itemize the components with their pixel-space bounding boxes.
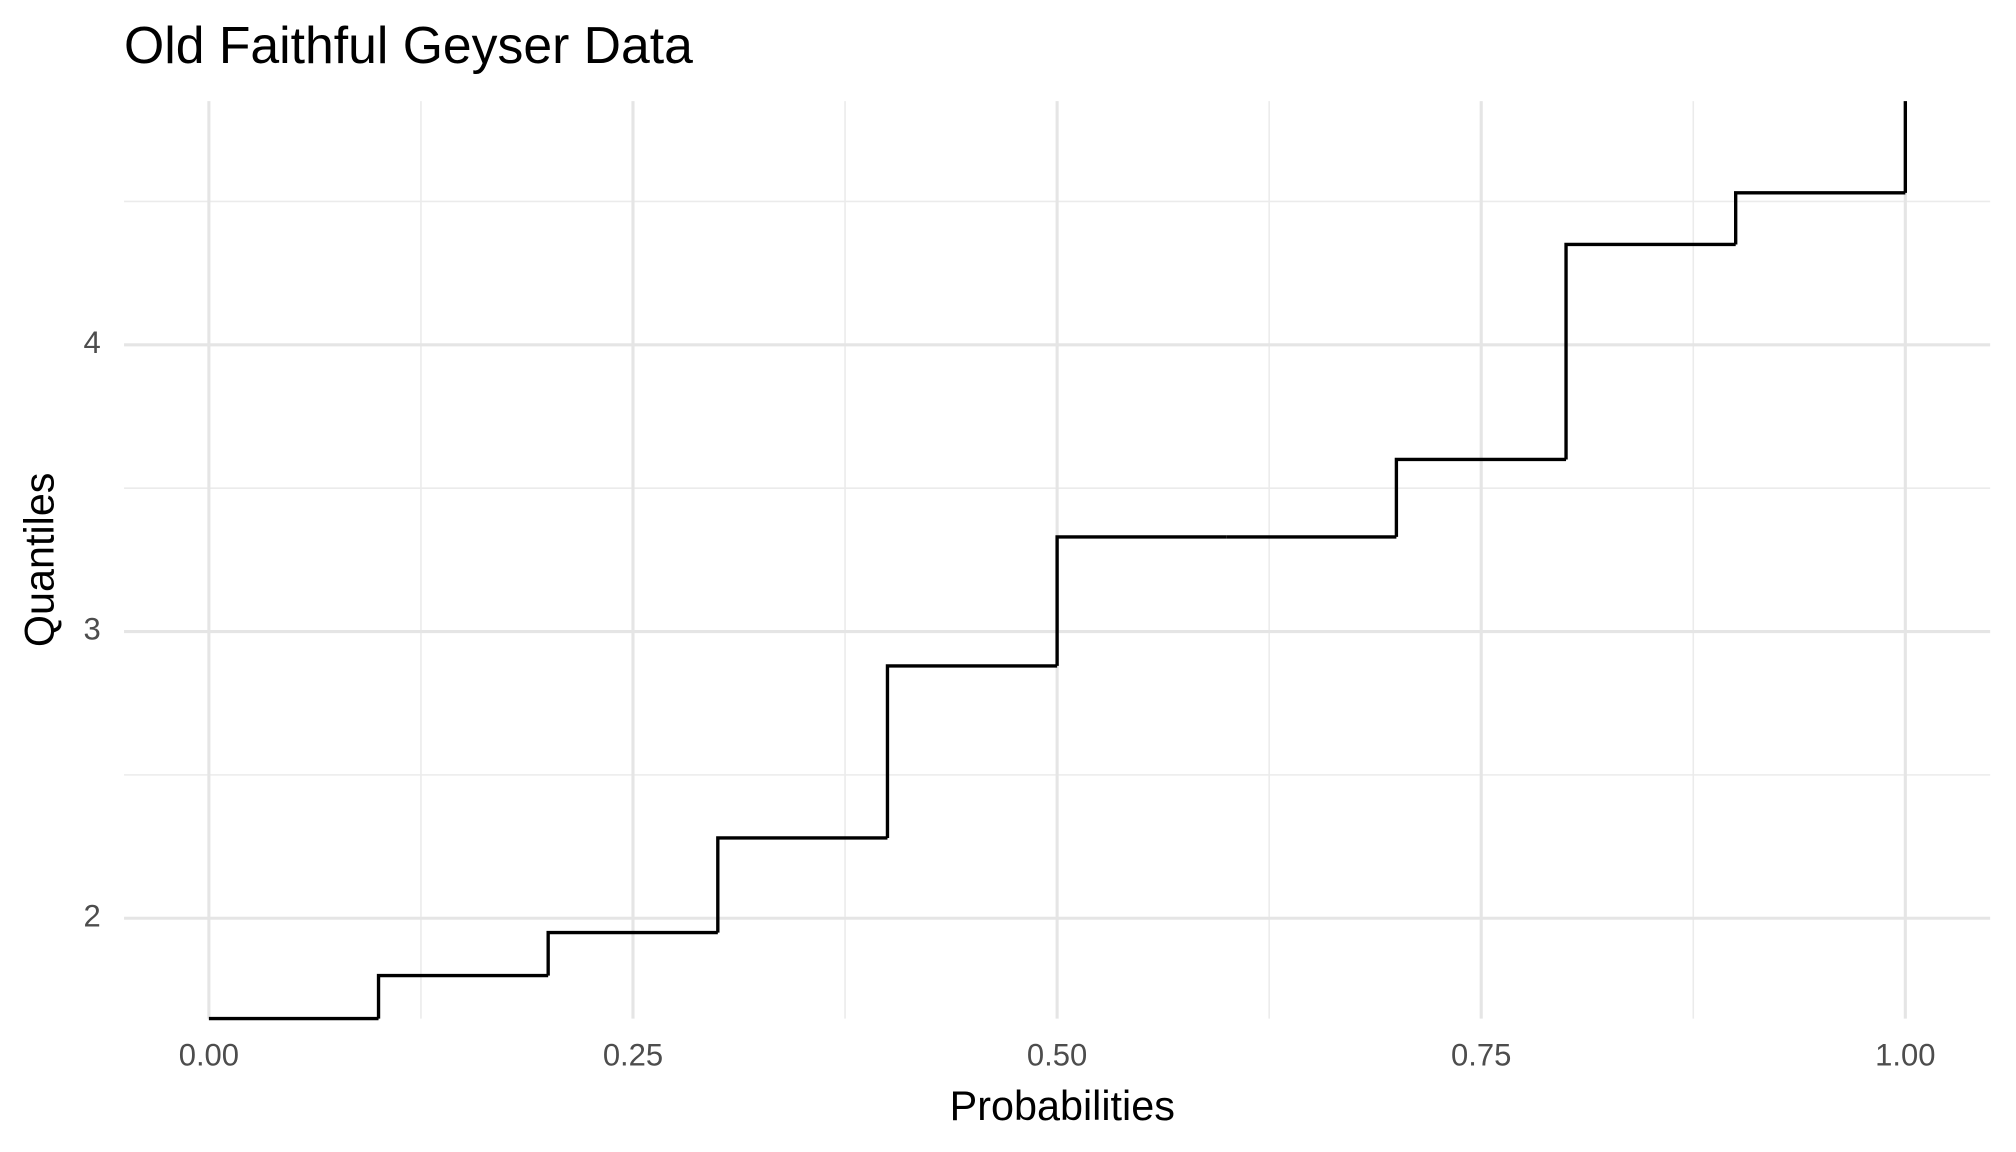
step-segment xyxy=(1734,191,1906,245)
step-segment xyxy=(376,973,549,1019)
step-segment xyxy=(1394,457,1567,537)
y-tick-label: 4 xyxy=(84,325,101,360)
chart-title: Old Faithful Geyser Data xyxy=(124,16,693,74)
step-segment xyxy=(716,836,888,933)
y-axis-label: Quantiles xyxy=(17,473,63,648)
y-tick-label: 3 xyxy=(84,612,101,647)
x-tick-label: 0.00 xyxy=(179,1038,239,1073)
step-segment xyxy=(1564,242,1736,460)
x-axis-label: Probabilities xyxy=(950,1083,1175,1129)
step-segment xyxy=(885,664,1058,838)
x-tick-label: 1.00 xyxy=(1875,1038,1935,1073)
x-tick-label: 0.50 xyxy=(1027,1038,1087,1073)
step-segment xyxy=(1055,535,1227,666)
x-tick-label: 0.75 xyxy=(1451,1038,1511,1073)
y-tick-label: 2 xyxy=(84,898,101,933)
x-tick-label: 0.25 xyxy=(603,1038,663,1073)
step-segment xyxy=(546,930,718,976)
